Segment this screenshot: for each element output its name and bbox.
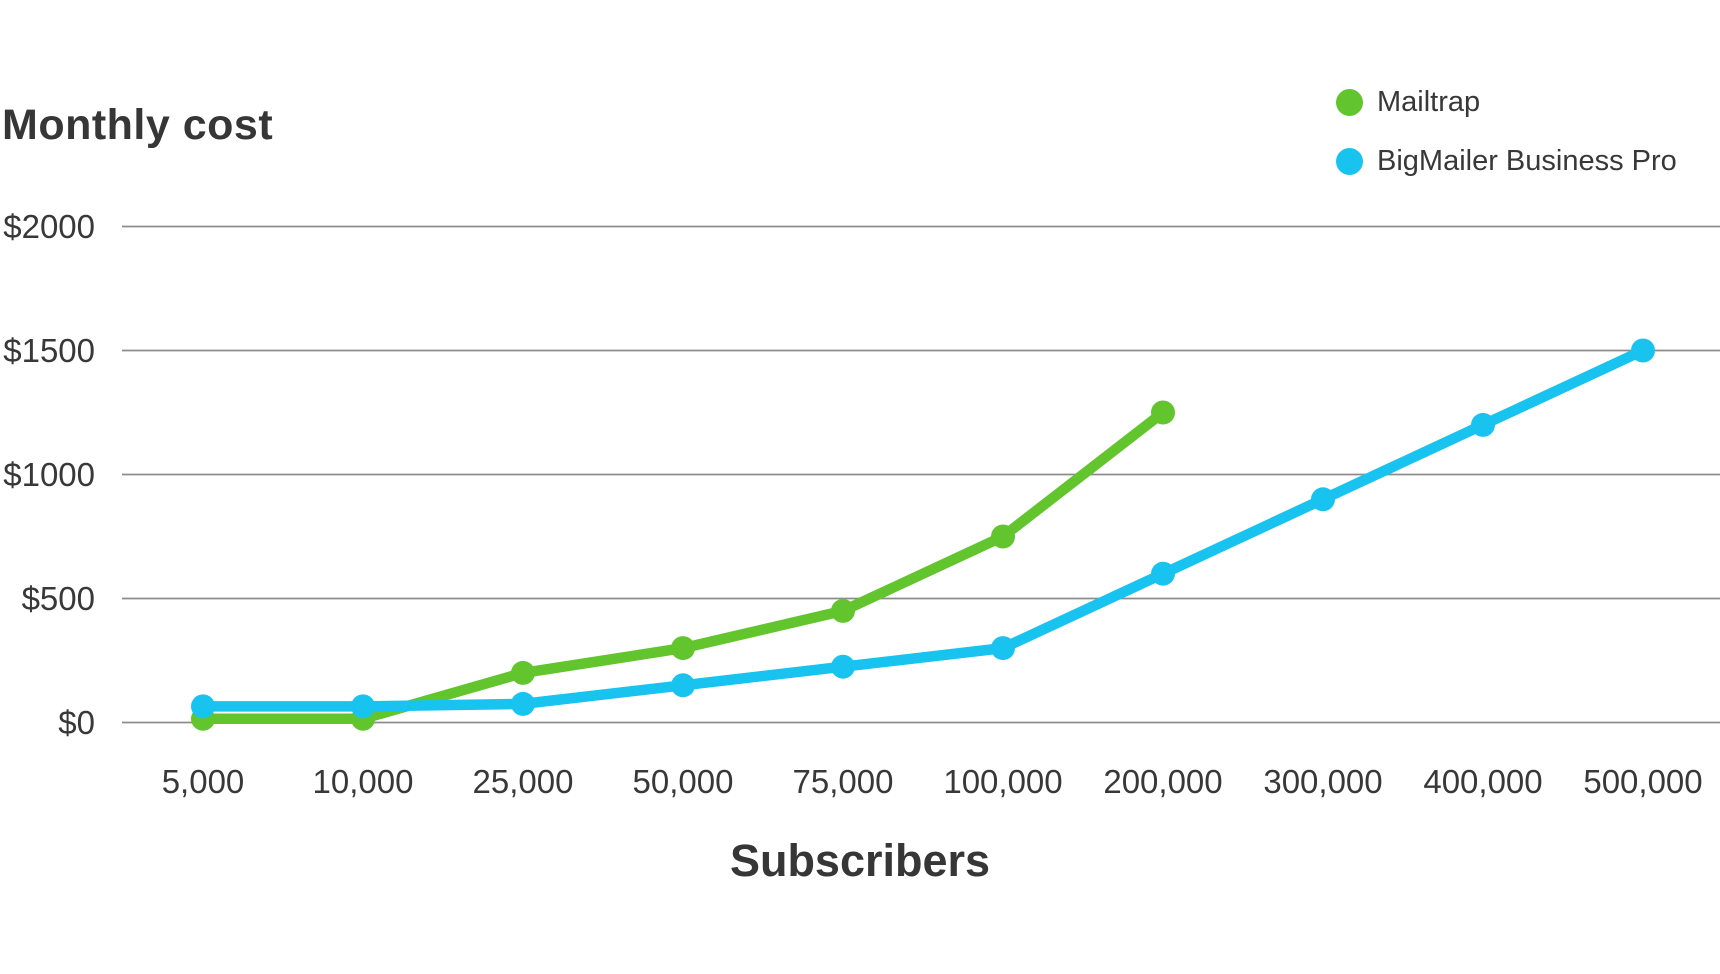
legend-item-bigmailer: BigMailer Business Pro (1336, 147, 1677, 176)
data-point (1151, 561, 1175, 586)
data-point (191, 694, 215, 719)
x-axis-title: Subscribers (729, 835, 991, 886)
x-tick-label: 5,000 (162, 763, 245, 800)
data-point (351, 694, 375, 719)
data-point (1311, 487, 1335, 512)
data-point (511, 691, 535, 716)
legend-item-mailtrap: Mailtrap (1336, 88, 1677, 117)
x-tick-label: 25,000 (473, 763, 574, 800)
y-tick-label: $2000 (3, 208, 95, 245)
data-point (1471, 412, 1495, 437)
series-line-mailtrap (197, 407, 1169, 725)
bigmailer-dot-icon (1336, 148, 1363, 175)
x-tick-label: 500,000 (1583, 763, 1702, 800)
data-point (511, 660, 535, 685)
data-point (991, 636, 1015, 661)
legend: Mailtrap BigMailer Business Pro (1336, 88, 1677, 176)
mailtrap-dot-icon (1336, 89, 1363, 116)
x-tick-label: 100,000 (943, 763, 1062, 800)
y-tick-label: $500 (22, 580, 95, 617)
data-point (831, 654, 855, 679)
data-point (831, 598, 855, 623)
chart-title: Monthly cost (2, 101, 274, 149)
data-point (1631, 338, 1655, 363)
y-tick-label: $1000 (3, 456, 95, 493)
x-tick-label: 50,000 (633, 763, 734, 800)
x-tick-label: 200,000 (1103, 763, 1222, 800)
data-point (671, 673, 695, 698)
y-tick-label: $0 (58, 704, 95, 741)
x-tick-label: 400,000 (1423, 763, 1542, 800)
legend-label-mailtrap: Mailtrap (1377, 86, 1481, 118)
x-tick-label: 75,000 (793, 763, 894, 800)
legend-label-bigmailer: BigMailer Business Pro (1377, 145, 1677, 177)
data-point (671, 636, 695, 661)
x-tick-label: 10,000 (313, 763, 414, 800)
y-tick-label: $1500 (3, 332, 95, 369)
data-point (1151, 400, 1175, 425)
series-line-bigmailer (197, 345, 1649, 712)
x-tick-label: 300,000 (1263, 763, 1382, 800)
data-point (991, 524, 1015, 549)
